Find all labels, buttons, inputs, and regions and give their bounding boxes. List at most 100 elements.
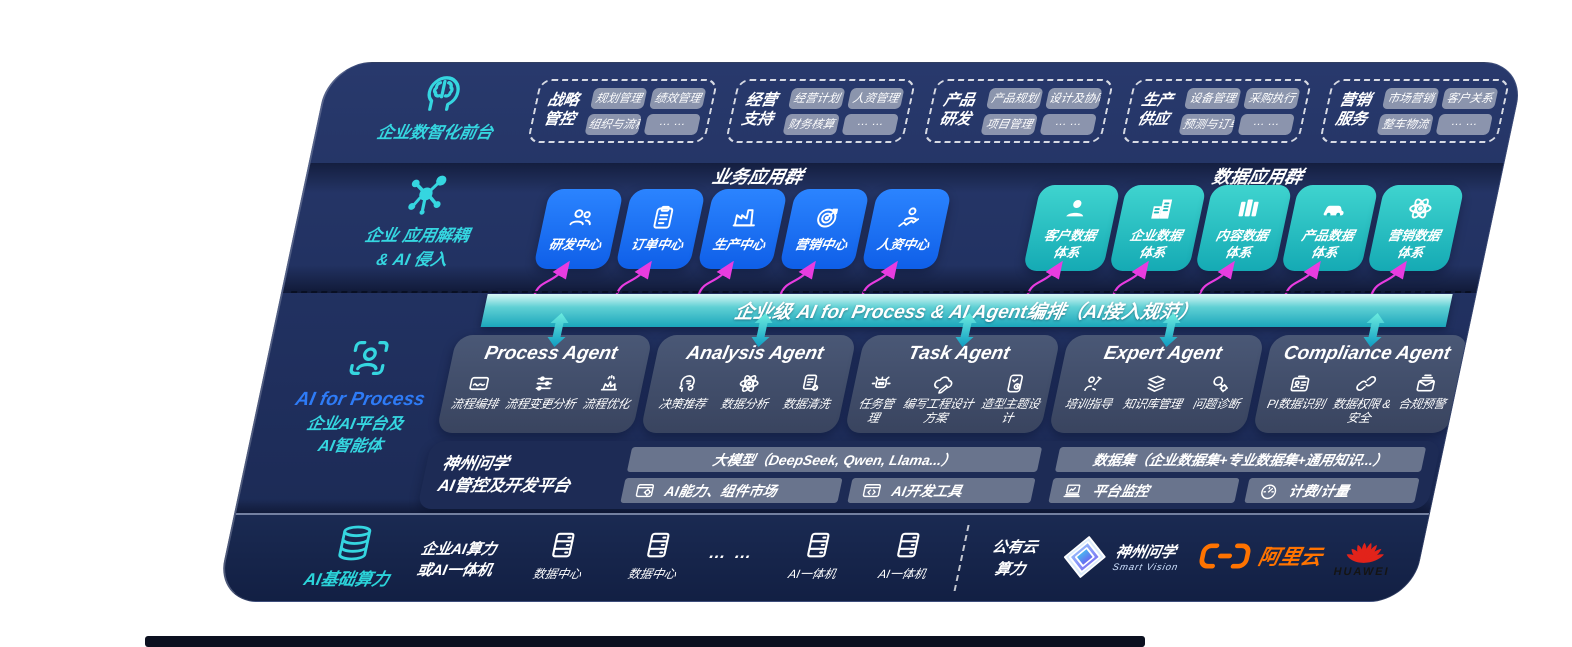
node-ai-appliance-1: AI一体机 xyxy=(770,529,861,582)
front-chip: 财务核算 xyxy=(782,113,841,135)
ellipsis-text: … … xyxy=(707,543,757,562)
app-box-label: 营销中心 xyxy=(793,237,849,253)
enterprise-compute-text: 企业AI算力 或AI一体机 xyxy=(415,541,499,579)
app-box-rd-center: 研发中心 xyxy=(533,189,625,269)
huawei-name: HUAWEI xyxy=(1332,566,1391,578)
data-box-label: 客户数据 体系 xyxy=(1042,228,1098,260)
front-chip: 客户关系 xyxy=(1441,87,1499,109)
agent-layer-label-zh: 企业AI平台及 AI智能体 xyxy=(305,416,405,456)
huawei-flower-icon xyxy=(1340,523,1395,565)
id-card-icon xyxy=(1286,372,1314,395)
agent-compliance: Compliance Agent PI数据识别 数据权限 & 安全 合规预警 xyxy=(1252,335,1469,433)
server-icon xyxy=(890,529,927,561)
decouple-label-block: 企业 应用解耦 & AI 侵入 xyxy=(309,171,531,273)
agent-task: Task Agent 任务管理 编写工程设计方案 造型主题设计 xyxy=(844,335,1061,433)
dashed-divider xyxy=(290,291,1472,293)
agent-layer-label-block: AI for Process 企业AI平台及 AI智能体 xyxy=(258,335,464,459)
node-label: 数据中心 xyxy=(626,567,678,581)
compute-label-block: AI基础算力 xyxy=(282,523,421,590)
node-label: AI一体机 xyxy=(787,567,838,581)
data-box-label: 营销数据 体系 xyxy=(1386,228,1442,260)
team-icon xyxy=(564,204,597,231)
smartvision-logo: 神州问学 Smart Vision xyxy=(1058,535,1185,579)
atom-icon xyxy=(1403,195,1436,222)
window-gear-icon xyxy=(633,481,657,501)
front-chip: 人资管理 xyxy=(847,87,905,109)
app-box-order-center: 订单中心 xyxy=(615,189,707,269)
model-bar: 大模型（DeepSeek, Qwen, Llama...） xyxy=(626,447,1043,472)
dataset-bar: 数据集（企业数据集+专业数据集+通用知识...） xyxy=(1054,447,1427,472)
head-brain-icon xyxy=(416,69,472,115)
data-box-customer: 客户数据 体系 xyxy=(1022,185,1121,271)
app-box-label: 生产中心 xyxy=(711,237,767,253)
band-connector-arrow xyxy=(751,313,773,347)
platform-cell-label: AI能力、组件市场 xyxy=(663,482,779,499)
front-groups-row: 战略管控 规划管理 绩效管理 组织与流程 … … 经营支持 经营计划 人资管理 … xyxy=(526,79,1511,143)
aliyun-logo: 阿里云 xyxy=(1196,541,1325,571)
front-chip: 产品规划 xyxy=(986,87,1044,109)
band-connector-arrow xyxy=(547,313,569,347)
data-box-product: 产品数据 体系 xyxy=(1280,185,1379,271)
front-layer-label: 企业数智化前台 xyxy=(375,124,495,142)
front-group-title: 战略管控 xyxy=(541,92,581,128)
dashed-vertical-divider xyxy=(953,525,970,591)
smartvision-diamond-icon xyxy=(1058,535,1111,579)
columns-icon xyxy=(1231,195,1264,222)
front-group-supply: 生产供应 设备管理 采购执行 预测与订单 … … xyxy=(1120,79,1313,143)
node-ai-appliance-2: AI一体机 xyxy=(860,529,951,582)
cloud-design-icon xyxy=(929,372,957,395)
front-chip: … … xyxy=(1039,113,1098,135)
front-group-title: 产品研发 xyxy=(937,92,977,128)
front-group-title: 营销服务 xyxy=(1333,92,1373,128)
front-chip: 市场营销 xyxy=(1382,87,1440,109)
database-icon xyxy=(330,523,379,563)
clipboard-icon xyxy=(646,204,679,231)
front-chip: 绩效管理 xyxy=(649,87,707,109)
agent-layer-label-en: AI for Process xyxy=(293,389,427,410)
front-chip: 预测与订单 xyxy=(1178,113,1237,135)
person-scan-icon xyxy=(341,335,397,381)
laptop-chart-icon xyxy=(1061,481,1085,501)
gauge-icon xyxy=(1257,481,1281,501)
front-group-product: 产品研发 产品规划 设计及协同 项目管理 … … xyxy=(922,79,1115,143)
platform-label: 神州问学 AI管控及开发平台 xyxy=(435,454,572,495)
factory-icon xyxy=(728,204,761,231)
business-app-row: 研发中心 订单中心 生产中心 营销中心 人资中心 xyxy=(533,189,953,269)
front-chip: 规划管理 xyxy=(590,87,648,109)
optimize-icon xyxy=(597,372,625,395)
link-permission-icon xyxy=(1352,372,1380,395)
front-group-strategy: 战略管控 规划管理 绩效管理 组织与流程 … … xyxy=(526,79,719,143)
app-box-label: 研发中心 xyxy=(547,237,603,253)
training-icon xyxy=(1079,372,1107,395)
front-group-marketing: 营销服务 市场营销 客户关系 整车物流 … … xyxy=(1318,79,1511,143)
band-connector-arrow xyxy=(1363,313,1385,347)
robot-task-icon xyxy=(867,372,895,395)
front-chip: 整车物流 xyxy=(1376,113,1435,135)
alert-mail-icon xyxy=(1412,372,1440,395)
data-box-label: 企业数据 体系 xyxy=(1128,228,1184,260)
flow-arrows xyxy=(533,261,1407,296)
agents-row: Process Agent 流程编排 流程变更分析 流程优化 Analysis … xyxy=(436,335,1469,433)
front-group-operation: 经营支持 经营计划 人资管理 财务核算 … … xyxy=(724,79,917,143)
sliders-icon xyxy=(531,372,559,395)
molecule-icon xyxy=(398,171,454,217)
window-code-icon xyxy=(860,481,884,501)
people-trend-icon xyxy=(892,204,925,231)
model-group: 大模型（DeepSeek, Qwen, Llama...） AI能力、组件市场 … xyxy=(620,447,1043,503)
car-icon xyxy=(1317,195,1350,222)
app-box-hr-center: 人资中心 xyxy=(861,189,953,269)
server-icon xyxy=(800,529,837,561)
data-app-row: 客户数据 体系 企业数据 体系 内容数据 体系 产品数据 体系 营销数据 体系 xyxy=(1022,185,1465,271)
platform-cell-billing: 计费/计量 xyxy=(1244,478,1420,503)
data-box-label: 内容数据 体系 xyxy=(1214,228,1270,260)
node-datacenter-1: 数据中心 xyxy=(515,529,606,582)
floor-shadow xyxy=(145,636,1145,647)
data-box-marketing: 营销数据 体系 xyxy=(1366,185,1465,271)
front-chip: … … xyxy=(1435,113,1494,135)
atom-icon xyxy=(735,372,763,395)
theme-design-icon xyxy=(1001,372,1029,395)
aliyun-bracket-icon xyxy=(1196,542,1254,570)
target-icon xyxy=(810,204,843,231)
node-datacenter-2: 数据中心 xyxy=(610,529,701,582)
